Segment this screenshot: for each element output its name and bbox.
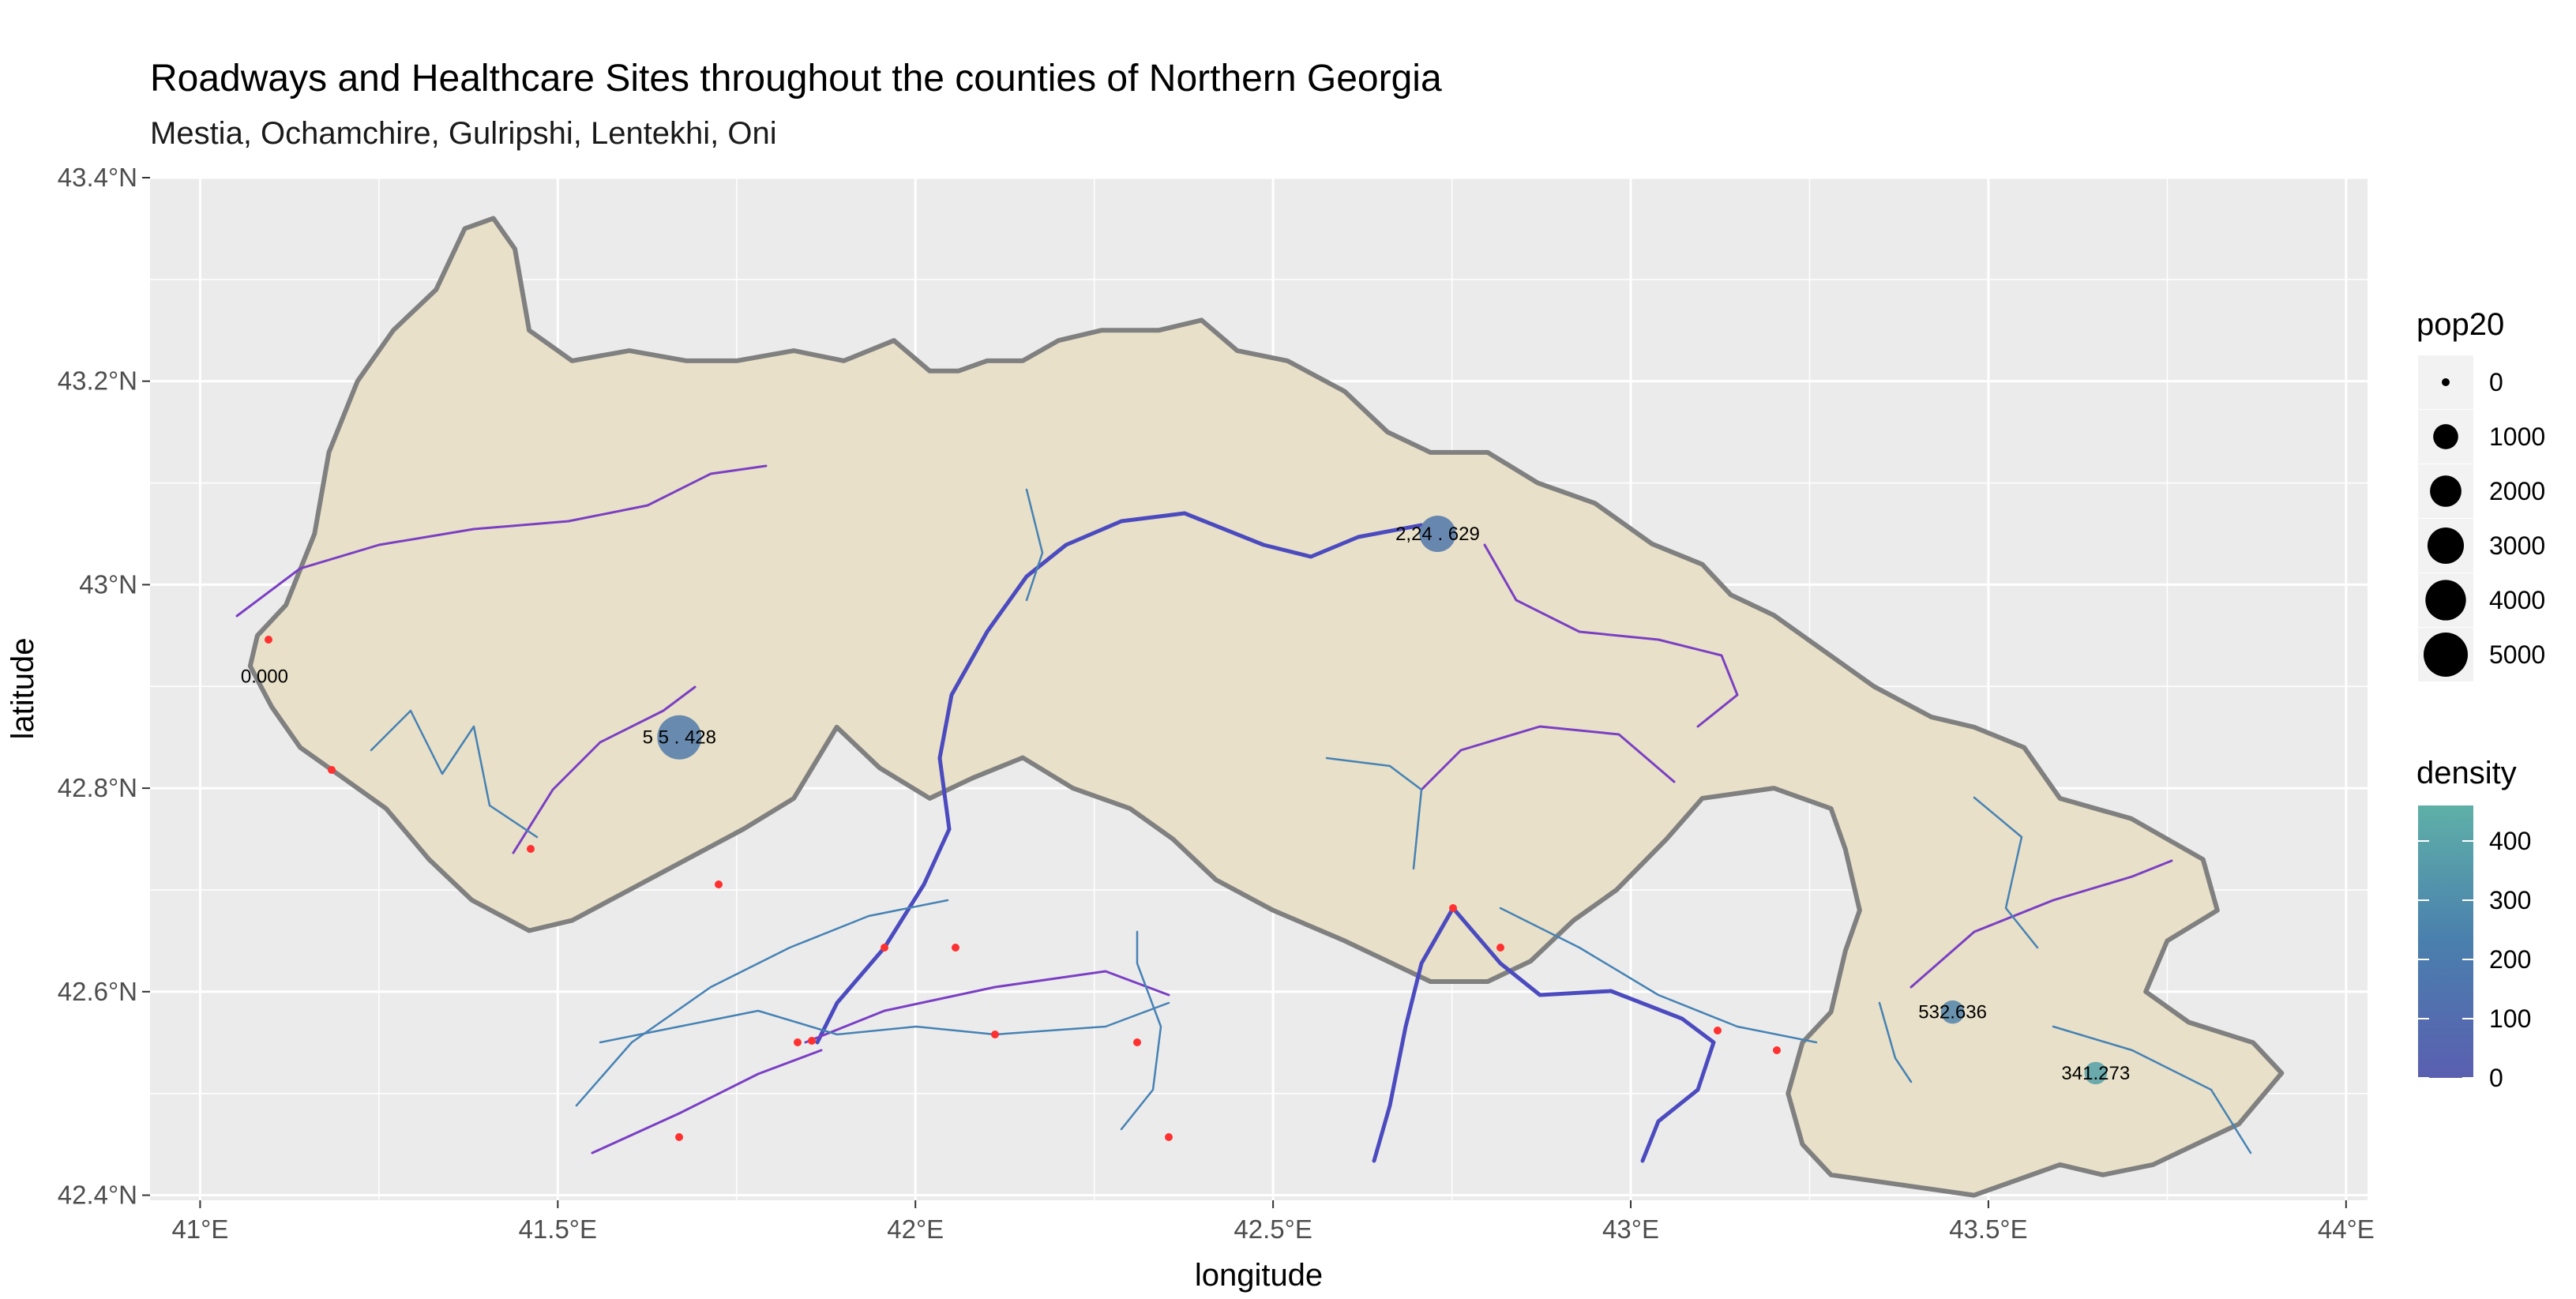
size-legend-dot <box>2427 527 2465 565</box>
road-segment <box>1973 796 2039 949</box>
road-segment <box>1420 725 1676 791</box>
healthcare-point <box>794 1038 802 1046</box>
y-tick-label: 43.2°N <box>58 366 137 396</box>
road-segment <box>1499 907 1818 1044</box>
x-tick-label: 42°E <box>887 1215 944 1244</box>
road-network <box>235 464 2252 1163</box>
healthcare-point <box>1496 944 1504 952</box>
road-segment <box>1120 930 1162 1131</box>
x-tick-label: 43°E <box>1602 1215 1659 1244</box>
road-segment <box>1483 543 1739 728</box>
color-legend-title: density <box>2416 756 2517 790</box>
map-title: Roadways and Healthcare Sites throughout… <box>150 58 1442 99</box>
y-axis: 42.4°N 42.6°N 42.8°N 43°N 43.2°N 43.4°N <box>58 163 150 1210</box>
y-tick-label: 43°N <box>79 569 137 599</box>
healthcare-site-label: 5 5 . 428 <box>643 727 716 749</box>
healthcare-point <box>1449 904 1457 912</box>
road-segment <box>370 709 539 839</box>
healthcare-point <box>265 636 272 644</box>
healthcare-point <box>808 1037 816 1045</box>
healthcare-site-marker <box>1419 515 1456 553</box>
healthcare-point <box>991 1031 999 1038</box>
size-legend-label: 3000 <box>2489 531 2545 560</box>
road-segment <box>512 685 697 854</box>
y-tick-label: 42.6°N <box>58 977 137 1006</box>
healthcare-site-marker <box>657 715 702 760</box>
healthcare-point <box>881 944 888 952</box>
size-legend-label: 4000 <box>2489 586 2545 614</box>
color-legend-label: 200 <box>2489 945 2531 974</box>
color-legend-label: 400 <box>2489 827 2531 855</box>
density-colorbar <box>2418 805 2473 1078</box>
road-segment <box>591 1049 823 1154</box>
road-segment <box>1372 906 1455 1163</box>
healthcare-point <box>527 845 535 853</box>
size-legend-label: 5000 <box>2489 640 2545 669</box>
healthcare-point <box>328 766 336 774</box>
healthcare-point <box>952 944 959 952</box>
size-legend-dot <box>2433 424 2458 449</box>
x-tick-label: 41°E <box>171 1215 228 1244</box>
road-segment <box>1025 488 1044 602</box>
healthcare-point <box>1165 1133 1173 1141</box>
x-axis-title: longitude <box>1195 1258 1323 1293</box>
healthcare-site-label: 2,24 . 629 <box>1395 524 1480 545</box>
road-segment <box>575 899 949 1107</box>
size-legend: pop20 0 1000 2000 3000 4000 5000 <box>2416 307 2545 681</box>
road-segment <box>937 511 1424 832</box>
x-tick-label: 44°E <box>2318 1215 2375 1244</box>
healthcare-point <box>675 1133 683 1141</box>
road-segment <box>804 970 1170 1044</box>
road-segment <box>235 464 768 618</box>
size-legend-label: 1000 <box>2489 422 2545 451</box>
road-segment <box>1325 756 1423 870</box>
healthcare-point <box>1714 1027 1722 1034</box>
healthcare-site-label: 341.273 <box>2061 1063 2130 1084</box>
y-tick-label: 42.4°N <box>58 1181 137 1210</box>
size-legend-dot <box>2442 378 2450 386</box>
county-polygon <box>247 216 2285 1198</box>
road-segment <box>1878 1001 1913 1083</box>
size-legend-label: 0 <box>2489 368 2503 396</box>
road-segment <box>599 1001 1170 1044</box>
x-tick-label: 43.5°E <box>1949 1215 2027 1244</box>
x-tick-label: 41.5°E <box>519 1215 597 1244</box>
size-legend-title: pop20 <box>2416 307 2504 342</box>
healthcare-sites: 0.000 5 5 . 428 2,24 . 629 532.636 341.273 <box>241 515 2130 1085</box>
healthcare-site-label: 0.000 <box>241 666 288 687</box>
healthcare-site-marker <box>1940 1000 1965 1024</box>
healthcare-point <box>1133 1038 1141 1046</box>
y-axis-title: latitude <box>6 638 40 740</box>
healthcare-point <box>1773 1046 1781 1054</box>
healthcare-site-label: 532.636 <box>1918 1002 1987 1023</box>
healthcare-point <box>715 880 723 888</box>
healthcare-site-marker <box>2084 1061 2108 1085</box>
y-tick-label: 42.8°N <box>58 773 137 802</box>
x-axis: 41°E 41.5°E 42°E 42.5°E 43°E 43.5°E 44°E <box>171 1200 2375 1244</box>
size-legend-dot <box>2430 475 2461 507</box>
size-legend-dot <box>2424 633 2468 677</box>
x-tick-label: 42.5°E <box>1234 1215 1312 1244</box>
map-subtitle: Mestia, Ochamchire, Gulripshi, Lentekhi,… <box>150 116 777 151</box>
color-legend-label: 300 <box>2489 886 2531 914</box>
color-legend: density 400 300 200 100 0 <box>2416 756 2531 1092</box>
road-segment <box>2052 1025 2252 1154</box>
y-tick-label: 43.4°N <box>58 163 137 192</box>
road-segment <box>1909 859 2173 989</box>
size-legend-label: 2000 <box>2489 477 2545 505</box>
road-segment <box>1451 906 1716 1163</box>
color-legend-label: 0 <box>2489 1064 2503 1092</box>
size-legend-dot <box>2425 580 2466 621</box>
color-legend-label: 100 <box>2489 1004 2531 1033</box>
